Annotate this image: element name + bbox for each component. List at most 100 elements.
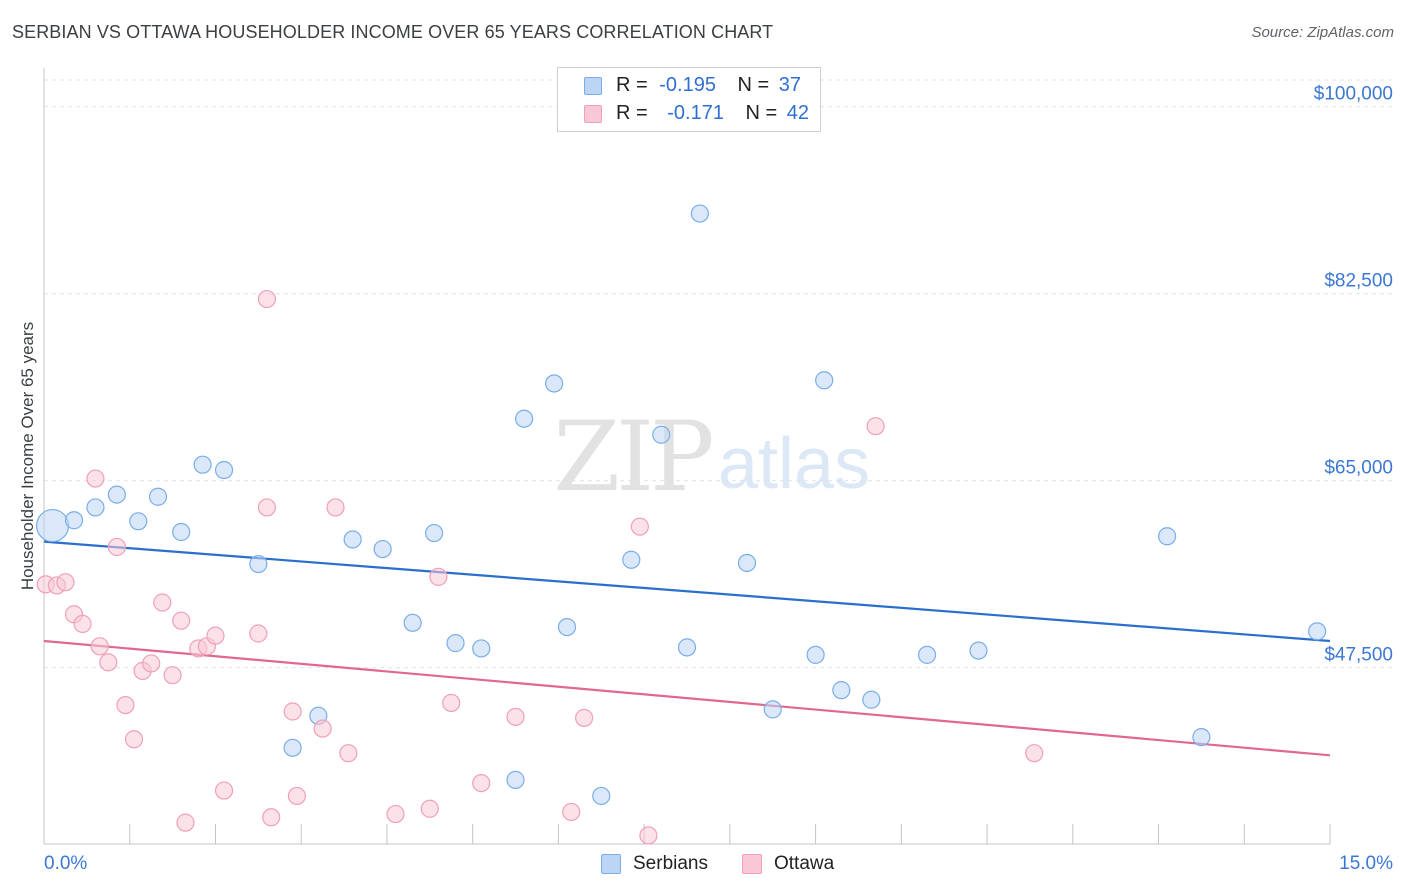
serbians-point [917, 645, 937, 664]
serbians-trend-line [43, 540, 1331, 643]
serbians-point [677, 638, 697, 657]
correlation-legend: R = -0.195 N = 37 R = -0.171 N = 42 [557, 67, 821, 132]
ottawa-point [575, 708, 594, 728]
ottawa-point [420, 799, 439, 818]
ottawa-swatch [584, 105, 602, 123]
x-tick-label: 15.0% [1339, 853, 1393, 874]
ottawa-point [262, 808, 281, 827]
serbians-legend-swatch [601, 854, 621, 874]
ottawa-point [86, 469, 105, 488]
ottawa-point [116, 695, 135, 715]
source-label: Source: ZipAtlas.com [1251, 24, 1394, 41]
ottawa-point [313, 719, 332, 738]
ottawa-point [257, 289, 277, 309]
x-tick-label: 0.0% [44, 853, 87, 874]
ottawa-point [163, 666, 182, 685]
serbians-point [969, 641, 988, 660]
ottawa-point [283, 702, 302, 721]
y-tick-label: $65,000 [1324, 458, 1393, 479]
serbians-point [148, 487, 168, 506]
r-label: R = [616, 74, 648, 96]
serbians-point [172, 522, 191, 542]
serbians-point [652, 425, 671, 444]
ottawa-point [429, 567, 448, 586]
ottawa-legend-label: Ottawa [774, 853, 835, 874]
ottawa-point [176, 813, 195, 832]
serbians-point [515, 409, 534, 428]
ottawa-point [326, 498, 345, 517]
ottawa-point [107, 537, 126, 557]
ottawa-point [73, 614, 92, 633]
ottawa-point [442, 693, 461, 713]
ottawa-point [90, 637, 109, 656]
serbians-point [557, 617, 577, 637]
ottawa-point [124, 730, 144, 749]
serbians-point [214, 460, 234, 480]
series-legend: Serbians Ottawa [0, 852, 1406, 878]
serbians-point [815, 371, 834, 390]
serbians-point [373, 539, 392, 559]
serbians-point [690, 204, 709, 223]
ottawa-trend-line [43, 639, 1331, 757]
serbians-point [446, 634, 465, 653]
watermark-zip: ZIP [553, 401, 712, 513]
serbians-point [1158, 527, 1177, 546]
serbians-point [737, 553, 757, 573]
watermark: ZIP atlas [553, 401, 870, 513]
serbians-n-value: 37 [778, 74, 802, 96]
n-label: N = [745, 102, 778, 124]
ottawa-point [56, 573, 75, 592]
ottawa-point [339, 744, 358, 763]
y-tick-label: $82,500 [1324, 271, 1393, 292]
ottawa-n-value: 42 [786, 102, 810, 124]
serbians-point [249, 554, 268, 574]
serbians-r-value: -0.195 [659, 74, 716, 96]
r-label: R = [616, 102, 648, 124]
serbians-point [1308, 622, 1327, 641]
watermark-atlas: atlas [718, 424, 870, 504]
ottawa-point [257, 498, 277, 517]
ottawa-point [99, 653, 118, 672]
ottawa-point [214, 781, 234, 800]
serbians-point [1192, 728, 1211, 747]
chart-title: SERBIAN VS OTTAWA HOUSEHOLDER INCOME OVE… [12, 22, 774, 42]
ottawa-point [866, 417, 885, 436]
serbians-point [107, 485, 126, 504]
serbians-point [64, 511, 84, 530]
ottawa-point [206, 626, 225, 645]
serbians-point [283, 738, 302, 757]
ottawa-point [506, 707, 525, 726]
ottawa-point [1025, 744, 1044, 763]
ottawa-point [386, 804, 405, 824]
serbians-point [763, 700, 782, 719]
ottawa-point [472, 773, 491, 793]
serbians-point [862, 690, 881, 709]
ottawa-point [630, 517, 649, 536]
ottawa-legend-swatch [742, 854, 762, 874]
serbians-point [86, 498, 105, 517]
serbians-legend-label: Serbians [633, 853, 708, 874]
serbians-point [424, 523, 444, 543]
serbians-swatch [584, 77, 602, 95]
serbians-point [622, 550, 641, 569]
ottawa-r-value: -0.171 [667, 102, 724, 124]
ottawa-point [639, 826, 658, 845]
serbians-point [343, 530, 362, 549]
serbians-point [35, 508, 70, 543]
ottawa-point [142, 654, 161, 673]
ottawa-point [562, 802, 581, 822]
serbians-point [592, 786, 611, 806]
n-label: N = [737, 74, 770, 96]
ottawa-point [153, 593, 172, 612]
ottawa-point [249, 624, 268, 643]
serbians-point [832, 681, 851, 700]
serbians-point [193, 455, 212, 474]
ottawa-point [287, 786, 307, 806]
y-tick-label: $100,000 [1314, 84, 1393, 105]
serbians-point [472, 639, 491, 658]
serbians-point [403, 613, 422, 632]
serbians-point [129, 512, 148, 531]
serbians-point [806, 645, 825, 664]
serbians-point [545, 374, 564, 393]
